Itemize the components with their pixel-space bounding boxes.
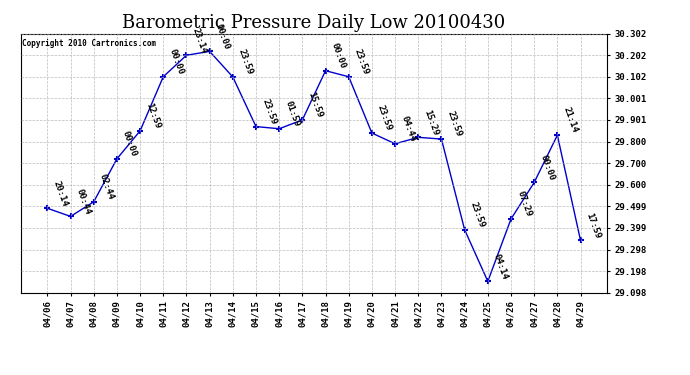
Text: 23:59: 23:59 [353, 48, 371, 76]
Text: 23:59: 23:59 [446, 110, 463, 138]
Text: Copyright 2010 Cartronics.com: Copyright 2010 Cartronics.com [22, 39, 156, 48]
Text: 04:14: 04:14 [492, 252, 510, 280]
Text: 23:59: 23:59 [237, 48, 255, 76]
Text: 01:59: 01:59 [284, 100, 301, 128]
Text: 23:59: 23:59 [376, 104, 394, 132]
Text: 23:14: 23:14 [190, 26, 208, 54]
Text: 15:29: 15:29 [422, 108, 440, 136]
Text: 00:00: 00:00 [214, 22, 231, 51]
Text: 00:44: 00:44 [75, 187, 92, 216]
Text: 15:59: 15:59 [306, 91, 324, 119]
Text: 00:00: 00:00 [121, 130, 139, 158]
Text: 17:59: 17:59 [584, 211, 602, 240]
Title: Barometric Pressure Daily Low 20100430: Barometric Pressure Daily Low 20100430 [122, 14, 506, 32]
Text: 02:44: 02:44 [98, 173, 115, 201]
Text: 04:44: 04:44 [400, 115, 417, 143]
Text: 21:14: 21:14 [562, 106, 579, 134]
Text: 23:59: 23:59 [469, 201, 486, 229]
Text: 07:29: 07:29 [515, 190, 533, 218]
Text: 00:00: 00:00 [330, 42, 347, 70]
Text: 12:59: 12:59 [144, 102, 162, 130]
Text: 23:59: 23:59 [260, 98, 278, 126]
Text: 20:14: 20:14 [52, 179, 69, 207]
Text: 00:00: 00:00 [538, 153, 556, 182]
Text: 00:00: 00:00 [168, 48, 185, 76]
